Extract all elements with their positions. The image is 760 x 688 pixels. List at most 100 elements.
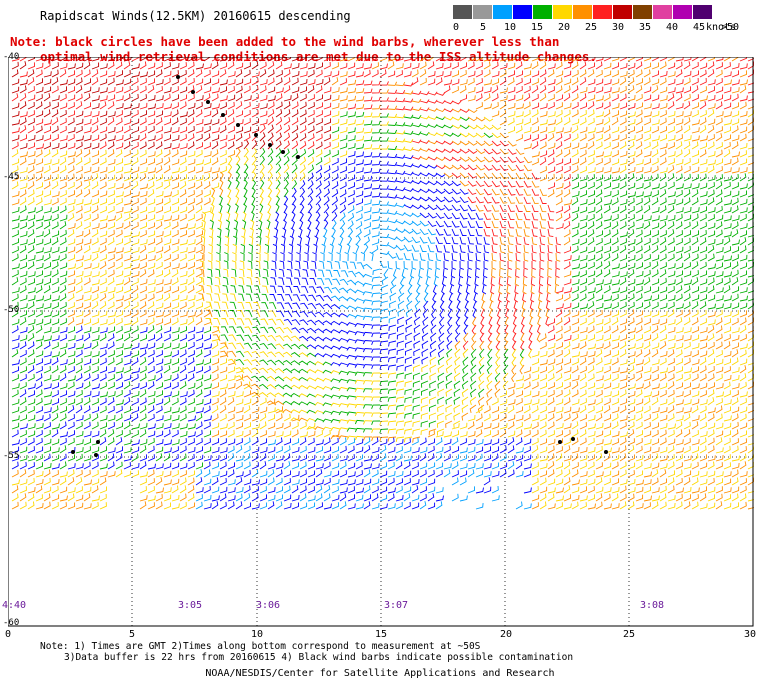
wind-barb xyxy=(51,181,59,190)
wind-barb xyxy=(523,220,530,229)
wind-barb xyxy=(531,220,538,229)
wind-barb xyxy=(171,358,179,366)
wind-barb xyxy=(483,236,490,245)
wind-barb xyxy=(747,98,754,102)
wind-barb xyxy=(643,197,651,206)
wind-barb xyxy=(99,446,107,454)
wind-barb xyxy=(507,117,515,126)
wind-barb xyxy=(283,421,291,430)
wind-barb xyxy=(83,405,91,414)
wind-barb xyxy=(683,183,692,190)
wind-barb xyxy=(435,228,444,236)
wind-barb xyxy=(443,244,450,253)
wind-barb xyxy=(371,136,381,142)
wind-barb xyxy=(659,469,667,478)
wind-barb xyxy=(11,359,20,366)
wind-barb xyxy=(747,162,754,166)
wind-barb xyxy=(322,394,333,399)
wind-barb xyxy=(251,367,261,374)
wind-barb xyxy=(99,261,107,270)
wind-barb xyxy=(547,413,555,422)
wind-barb xyxy=(603,341,611,350)
wind-barb xyxy=(723,366,731,374)
wind-barb xyxy=(603,439,612,446)
wind-barb xyxy=(435,437,443,446)
wind-barb xyxy=(691,453,699,462)
wind-barb xyxy=(27,341,35,350)
wind-barb xyxy=(27,214,36,222)
wind-barb xyxy=(315,303,325,310)
colorbar-swatch xyxy=(453,5,472,19)
wind-barb xyxy=(707,86,715,94)
wind-barb xyxy=(691,415,700,422)
wind-barb xyxy=(187,247,196,254)
wind-barb xyxy=(403,122,414,127)
wind-barb xyxy=(215,260,221,270)
wind-barb xyxy=(429,380,437,389)
wind-barb xyxy=(203,103,212,110)
wind-barb xyxy=(555,244,561,254)
wind-barb xyxy=(395,404,405,411)
wind-barb xyxy=(523,172,532,180)
wind-barb xyxy=(603,109,611,118)
wind-barb xyxy=(235,78,244,86)
wind-barb xyxy=(338,427,349,432)
wind-barb xyxy=(446,340,453,350)
wind-barb xyxy=(19,294,28,302)
wind-barb xyxy=(107,301,115,310)
wind-barb xyxy=(435,453,443,462)
wind-barb xyxy=(699,246,708,254)
wind-barb xyxy=(555,294,564,302)
wind-barb xyxy=(347,190,355,198)
wind-barb xyxy=(35,182,43,190)
wind-barb xyxy=(238,293,245,302)
wind-barb xyxy=(43,159,52,166)
wind-barb xyxy=(404,428,413,435)
wind-barb xyxy=(635,389,643,398)
wind-barb xyxy=(531,141,539,150)
wind-barb xyxy=(355,438,364,446)
wind-barb xyxy=(371,437,379,446)
wind-barb xyxy=(395,138,406,143)
wind-barb xyxy=(499,462,508,470)
wind-barb xyxy=(299,172,306,182)
wind-barb xyxy=(435,462,444,470)
wind-barb xyxy=(75,469,83,478)
wind-barb xyxy=(195,462,203,470)
wind-barb xyxy=(75,205,83,214)
wind-barb xyxy=(683,309,691,318)
wind-barb xyxy=(59,365,67,374)
wind-barb xyxy=(293,286,301,294)
wind-barb xyxy=(290,343,301,350)
wind-barb xyxy=(739,461,747,470)
wind-barb xyxy=(499,260,504,270)
wind-barb xyxy=(627,126,635,134)
wind-barb xyxy=(512,316,517,327)
wind-barb xyxy=(123,167,132,174)
wind-barb xyxy=(275,437,283,446)
wind-barb xyxy=(83,333,91,342)
wind-barb xyxy=(571,77,579,86)
wind-barb xyxy=(392,268,397,279)
wind-barb xyxy=(643,286,651,294)
wind-barb xyxy=(216,252,221,261)
wind-barb xyxy=(290,227,295,238)
wind-barb xyxy=(691,135,700,142)
wind-barb xyxy=(339,278,349,286)
wind-barb xyxy=(667,423,676,430)
wind-barb xyxy=(195,230,203,238)
wind-barb xyxy=(675,415,684,422)
wind-barb xyxy=(211,382,219,390)
wind-barb xyxy=(643,414,651,422)
wind-barb xyxy=(67,390,76,398)
wind-barb xyxy=(431,308,437,319)
wind-barb xyxy=(595,326,603,334)
wind-barb xyxy=(163,238,172,246)
wind-barb xyxy=(355,190,364,198)
wind-barb xyxy=(571,453,579,462)
wind-barb xyxy=(362,307,373,312)
wind-barb xyxy=(413,316,421,326)
wind-barb xyxy=(91,262,100,270)
wind-barb xyxy=(397,308,405,317)
wind-barb xyxy=(691,294,700,302)
